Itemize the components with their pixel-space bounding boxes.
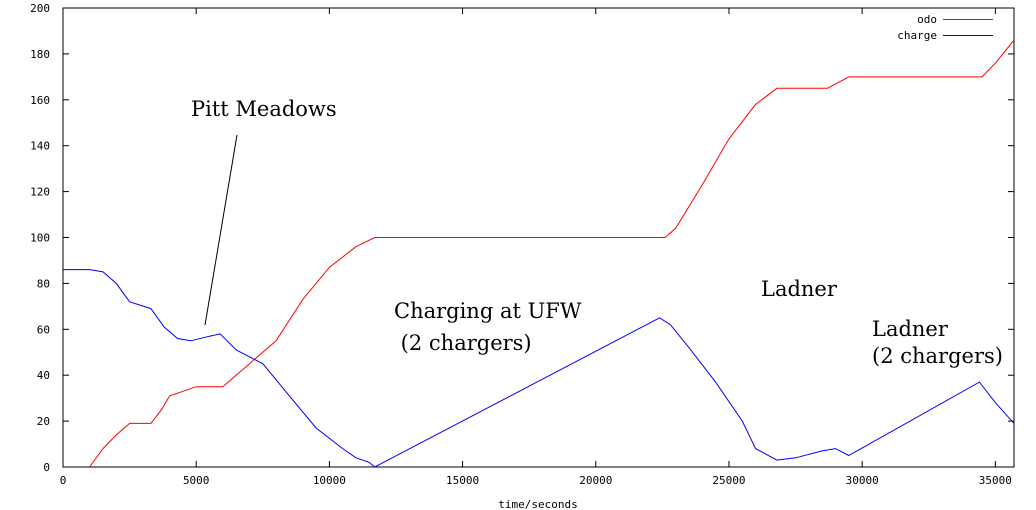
x-tick-label: 35000 bbox=[979, 474, 1012, 487]
y-tick-label: 60 bbox=[37, 323, 50, 336]
series-line-charge bbox=[63, 269, 1015, 468]
annotation-charging-ufw: Charging at UFW bbox=[394, 299, 582, 323]
y-tick-label: 20 bbox=[37, 415, 50, 428]
y-tick-label: 80 bbox=[37, 277, 50, 290]
y-tick-label: 100 bbox=[30, 232, 50, 245]
annotation-ladner: Ladner bbox=[761, 277, 838, 301]
series-line-odo bbox=[89, 39, 1015, 468]
series-group bbox=[63, 39, 1015, 468]
y-tick-label: 160 bbox=[30, 94, 50, 107]
annotations: Pitt Meadows Charging at UFW (2 chargers… bbox=[191, 97, 1003, 368]
y-tick-label: 40 bbox=[37, 369, 50, 382]
x-tick-label: 10000 bbox=[313, 474, 346, 487]
axis-ticks: 0 5000 10000 15000 20000 25000 30000 35000 0 20 40… bbox=[30, 2, 1014, 487]
annotation-ladner-chargers: (2 chargers) bbox=[872, 344, 1003, 368]
y-tick-label: 0 bbox=[43, 461, 50, 474]
annotation-ladner-2: Ladner bbox=[872, 317, 949, 341]
legend: odo charge bbox=[897, 13, 993, 42]
x-tick-label: 20000 bbox=[579, 474, 612, 487]
x-tick-label: 5000 bbox=[183, 474, 210, 487]
x-tick-label: 0 bbox=[60, 474, 67, 487]
annotation-pointer-line bbox=[204, 134, 238, 326]
x-axis-label: time/seconds bbox=[498, 498, 577, 510]
y-tick-label: 180 bbox=[30, 48, 50, 61]
x-tick-label: 30000 bbox=[846, 474, 879, 487]
y-tick-label: 200 bbox=[30, 2, 50, 15]
legend-label-odo: odo bbox=[917, 13, 937, 26]
x-tick-label: 25000 bbox=[712, 474, 745, 487]
legend-label-charge: charge bbox=[897, 29, 937, 42]
annotation-ufw-chargers: (2 chargers) bbox=[394, 331, 532, 355]
y-tick-label: 140 bbox=[30, 140, 50, 153]
annotation-pitt-meadows: Pitt Meadows bbox=[191, 97, 337, 121]
y-tick-label: 120 bbox=[30, 186, 50, 199]
x-tick-label: 15000 bbox=[446, 474, 479, 487]
